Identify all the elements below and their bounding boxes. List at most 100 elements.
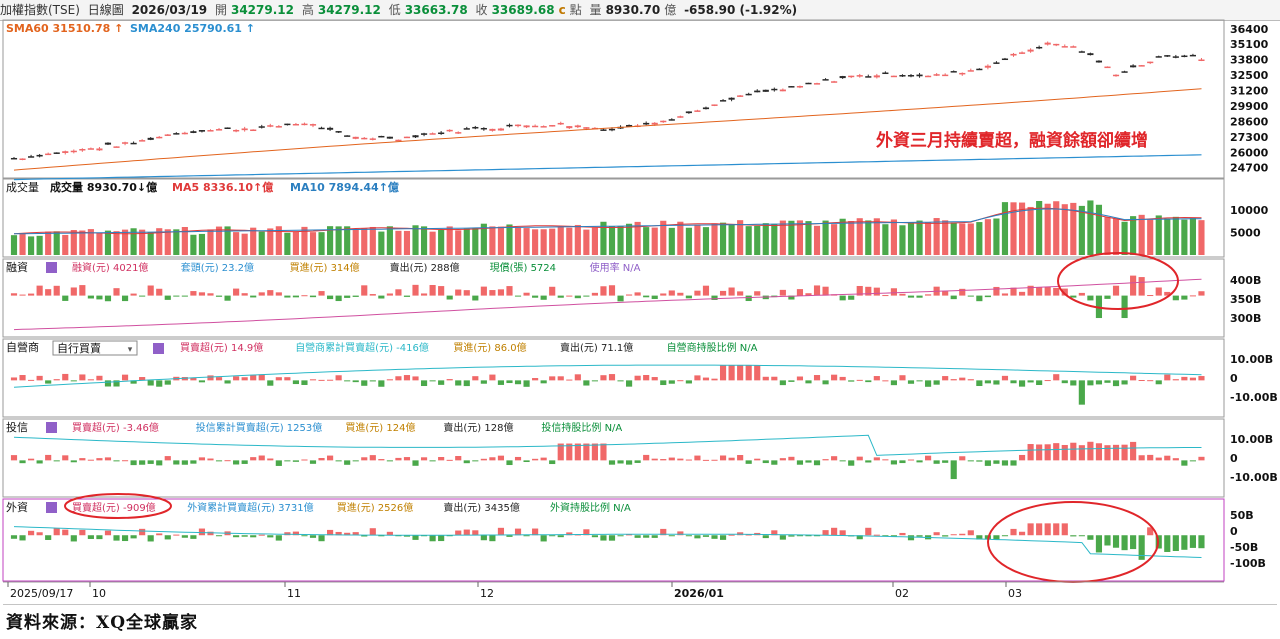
dealer-bar [1018, 380, 1026, 387]
foreign-bar [540, 535, 547, 542]
dealer-select [52, 340, 138, 356]
price-candle [130, 142, 137, 145]
margin-bar [198, 292, 206, 296]
dealer-bar [745, 365, 752, 381]
price-candle [942, 74, 949, 77]
foreign-y-tick-3: -100B [1230, 557, 1266, 570]
foreign-bar [412, 535, 419, 540]
foreign-bar [164, 535, 171, 540]
margin-bar [301, 295, 308, 297]
ma5-line [13, 207, 1202, 235]
instrument-name[interactable]: 加權指數(TSE) [0, 3, 80, 17]
margin-panel-icon [46, 262, 57, 273]
volume-bar [87, 229, 94, 255]
margin-bar [634, 292, 641, 296]
dealer-bar [532, 378, 539, 381]
volume-bar [1155, 215, 1162, 255]
volume-bar [70, 230, 77, 255]
margin-bar [70, 287, 77, 296]
trust-bar [617, 460, 624, 464]
dealer-bar [549, 376, 556, 381]
price-candle [523, 125, 530, 128]
trust-bar [275, 460, 282, 466]
trust-bar [352, 460, 359, 462]
volume-bar [566, 227, 573, 255]
trust-bar [121, 460, 129, 462]
chart-canvas[interactable]: 36400 35100 33800 32500 31200 29900 28600 27300… [0, 0, 1280, 605]
foreign-bar [147, 535, 154, 542]
price-y-tick-3: 32500 [1230, 69, 1269, 82]
foreign-bar [275, 535, 282, 541]
price-y-tick-0: 36400 [1230, 23, 1269, 36]
volume-bar [873, 218, 880, 255]
price-candle [1044, 42, 1051, 45]
trust-bar [250, 457, 257, 461]
trust-bar [959, 456, 966, 461]
dealer-y-tick-1: 0 [1230, 372, 1238, 385]
close-marker: c [558, 3, 566, 17]
volume-bar [275, 226, 282, 255]
margin-bar [600, 286, 607, 296]
margin-bar [1112, 285, 1120, 296]
trust-bar [327, 455, 334, 461]
margin-line [13, 278, 1202, 331]
period-label[interactable]: 日線圖 [87, 3, 124, 17]
volume-bar [754, 225, 761, 255]
margin-bar [121, 295, 129, 302]
trust-bar [600, 443, 607, 461]
margin-bar [156, 288, 163, 296]
trust-bar [1112, 444, 1120, 461]
volume-unit: 億 [664, 3, 677, 17]
trust-bar [198, 457, 206, 461]
trust-bar [1189, 460, 1196, 462]
volume-bar [378, 231, 385, 255]
volume-bar [395, 230, 402, 255]
trust-bar [1198, 456, 1205, 461]
dealer-bar [984, 380, 991, 384]
price-candle [369, 138, 376, 140]
trust-item-3: 賣出(元) 128億 [443, 421, 513, 434]
volume-bar [976, 222, 983, 255]
price-candle [28, 156, 35, 158]
margin-bar [779, 289, 786, 296]
volume-bar [207, 229, 214, 255]
price-candle [190, 131, 197, 133]
trust-bar [805, 460, 812, 463]
margin-bar [369, 294, 376, 296]
volume-bar [694, 224, 701, 255]
price-y-tick-2: 33800 [1230, 54, 1269, 67]
foreign-bar [702, 535, 710, 537]
dealer-bar [28, 379, 35, 381]
trust-bar [1155, 457, 1162, 461]
price-candle [549, 125, 556, 127]
price-candle [318, 127, 325, 130]
margin-bar [207, 293, 214, 296]
dealer-bar [113, 380, 120, 387]
margin-item-1: 套頭(元) 23.2億 [181, 261, 254, 274]
price-candle [865, 76, 872, 78]
trust-bar [1061, 444, 1068, 461]
price-candle [779, 89, 786, 92]
foreign-bar [660, 528, 667, 536]
trust-bar [668, 457, 675, 461]
margin-bar [489, 290, 496, 296]
volume-bar [574, 224, 581, 255]
dealer-bar [608, 374, 616, 381]
foreign-bar [1018, 531, 1026, 536]
volume-bar [19, 233, 26, 255]
panel-dealer-frame [2, 338, 1225, 418]
margin-bar [865, 286, 872, 296]
dealer-bar [831, 374, 838, 381]
dealer-bar [967, 379, 974, 381]
dealer-bar [1198, 376, 1205, 381]
margin-bar [626, 294, 633, 296]
trust-bar [848, 460, 855, 466]
price-candle [181, 132, 188, 135]
margin-bar [181, 295, 188, 297]
dealer-bar [1147, 380, 1154, 382]
margin-bar [882, 295, 889, 297]
price-candle [822, 79, 829, 81]
ma10-label: MA10 7894.44↑億 [290, 180, 399, 194]
quote-header: 加權指數(TSE) 日線圖 2026/03/19 開 34279.12 高 3427… [0, 0, 1280, 21]
margin-bar [45, 289, 52, 296]
